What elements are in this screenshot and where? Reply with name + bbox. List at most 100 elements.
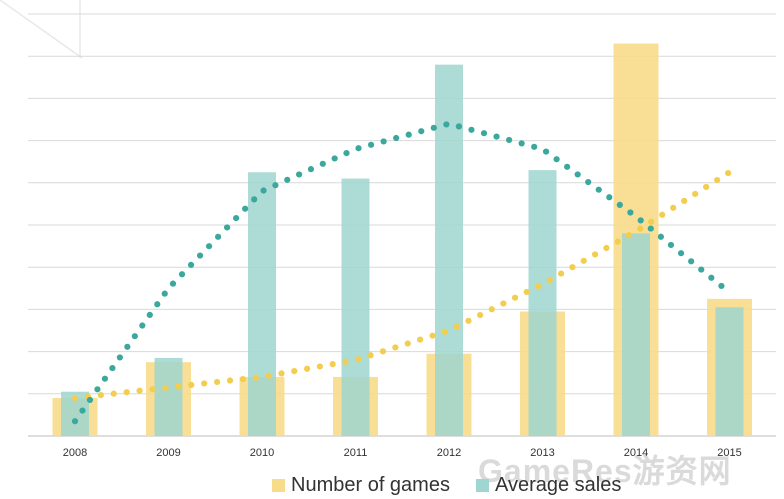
trend-dot-average-sales <box>355 145 362 152</box>
trend-dot-number-of-games <box>162 384 169 391</box>
trend-dot-average-sales <box>169 280 177 287</box>
trend-dot-number-of-games <box>379 348 387 355</box>
trend-dot-number-of-games <box>355 356 362 363</box>
trend-dot-number-of-games <box>670 204 677 211</box>
trend-dot-average-sales <box>698 266 705 273</box>
trend-dot-number-of-games <box>603 244 610 252</box>
trend-dot-average-sales <box>139 322 146 329</box>
trend-dot-average-sales <box>667 241 675 249</box>
trend-dot-average-sales <box>94 386 101 393</box>
trend-dot-average-sales <box>116 354 123 361</box>
trend-dot-number-of-games <box>201 380 208 387</box>
trend-dot-number-of-games <box>681 197 688 204</box>
trend-dot-average-sales <box>718 282 725 290</box>
trend-dot-average-sales <box>606 194 613 201</box>
trend-dot-number-of-games <box>123 389 130 396</box>
legend-item-sales: Average sales <box>475 474 621 497</box>
x-tick-label: 2014 <box>624 447 648 459</box>
trend-dot-number-of-games <box>342 358 349 365</box>
x-tick-label: 2008 <box>63 447 87 459</box>
trend-dot-average-sales <box>307 166 315 173</box>
trend-dot-number-of-games <box>278 370 285 377</box>
trend-dot-average-sales <box>101 375 109 382</box>
trend-dot-number-of-games <box>265 372 272 379</box>
trend-dot-number-of-games <box>511 294 519 301</box>
trend-dot-number-of-games <box>316 363 323 370</box>
trend-dot-average-sales <box>284 176 291 183</box>
trend-dot-average-sales <box>367 141 375 148</box>
bar-average-sales <box>154 357 183 436</box>
x-tick-label: 2011 <box>344 447 368 459</box>
trend-dot-average-sales <box>187 261 195 269</box>
trend-dot-number-of-games <box>226 377 234 384</box>
trend-dot-number-of-games <box>725 170 732 177</box>
trend-dot-average-sales <box>224 224 231 231</box>
trend-dot-average-sales <box>688 258 695 265</box>
watermark: GameRes游资网 <box>478 453 732 489</box>
bar-average-sales <box>622 233 650 436</box>
trend-dot-average-sales <box>505 136 513 144</box>
legend-item-games: Number of games <box>272 474 450 497</box>
bar-average-sales <box>528 170 557 436</box>
trend-dot-average-sales <box>131 333 138 340</box>
trend-dot-average-sales <box>242 205 249 212</box>
legend: Number of games Average sales <box>272 474 621 497</box>
trend-dot-average-sales <box>418 128 425 135</box>
x-axis-ticks: 2008 2009 2010 2011 2012 2013 2014 2015 <box>63 447 742 459</box>
trend-dot-average-sales <box>146 311 153 318</box>
trend-dot-average-sales <box>657 233 664 240</box>
bar-average-sales <box>248 172 276 436</box>
trend-dot-number-of-games <box>637 225 644 232</box>
x-tick-label: 2009 <box>156 447 180 459</box>
trend-dot-number-of-games <box>648 218 655 225</box>
trend-dot-number-of-games <box>465 317 472 324</box>
trend-dot-number-of-games <box>303 365 311 372</box>
trend-dot-number-of-games <box>429 332 436 339</box>
trend-dot-number-of-games <box>558 270 565 277</box>
trend-dot-average-sales <box>343 150 350 157</box>
trend-dot-average-sales <box>393 134 400 142</box>
trend-dot-average-sales <box>531 143 538 150</box>
trend-dot-number-of-games <box>659 211 666 218</box>
trend-dot-number-of-games <box>488 306 495 313</box>
trend-dot-number-of-games <box>546 276 553 284</box>
trend-dot-number-of-games <box>703 183 710 191</box>
trend-dot-number-of-games <box>329 361 336 368</box>
legend-swatch-sales <box>475 479 489 492</box>
trend-dot-average-sales <box>637 217 644 224</box>
trend-dot-number-of-games <box>523 288 530 296</box>
trend-dot-average-sales <box>233 214 240 222</box>
trend-dot-average-sales <box>493 133 500 140</box>
x-tick-label: 2013 <box>530 447 554 459</box>
trend-dot-average-sales <box>443 121 450 128</box>
trend-dot-number-of-games <box>580 257 587 264</box>
trend-dot-average-sales <box>585 178 592 186</box>
trend-dot-average-sales <box>71 418 79 425</box>
trend-dot-number-of-games <box>188 381 195 389</box>
trend-dot-average-sales <box>480 130 488 137</box>
trend-dot-average-sales <box>331 155 338 162</box>
trend-dot-average-sales <box>319 160 326 167</box>
trend-dot-average-sales <box>468 126 475 133</box>
legend-swatch-games <box>272 479 285 492</box>
legend-label-games: Number of games <box>291 474 450 496</box>
trend-dot-average-sales <box>553 156 560 163</box>
trend-dot-number-of-games <box>625 232 633 239</box>
trend-dot-average-sales <box>109 364 116 372</box>
trend-dot-number-of-games <box>392 344 399 351</box>
trend-dot-average-sales <box>564 163 571 170</box>
trend-dot-number-of-games <box>569 264 576 271</box>
trend-dot-average-sales <box>260 187 267 194</box>
bar-average-sales <box>715 307 744 436</box>
trend-dot-number-of-games <box>175 383 182 390</box>
trend-dot-number-of-games <box>149 386 156 393</box>
trend-dot-average-sales <box>205 243 213 250</box>
trend-dot-average-sales <box>196 252 204 259</box>
trend-dot-number-of-games <box>692 190 699 198</box>
trend-dot-average-sales <box>677 250 685 257</box>
trend-dot-number-of-games <box>614 238 621 245</box>
x-tick-label: 2012 <box>437 447 461 459</box>
trend-dot-number-of-games <box>500 300 507 307</box>
corner-decoration <box>0 0 83 59</box>
